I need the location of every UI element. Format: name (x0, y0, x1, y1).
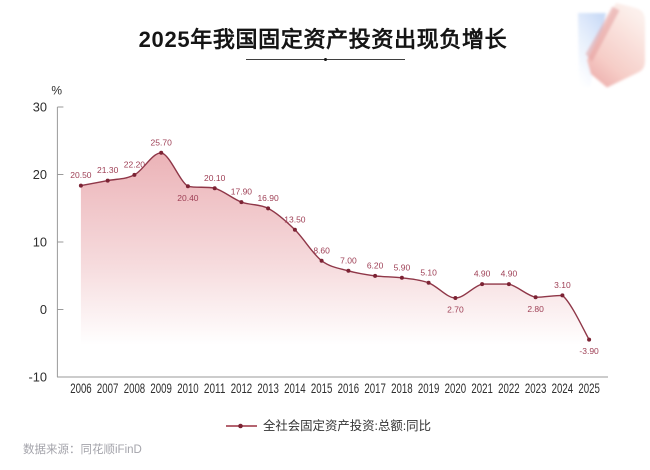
svg-text:13.50: 13.50 (284, 214, 306, 224)
svg-text:2009: 2009 (150, 381, 172, 396)
svg-text:8.60: 8.60 (313, 245, 330, 255)
svg-text:21.30: 21.30 (97, 165, 119, 175)
svg-text:7.00: 7.00 (340, 255, 357, 265)
svg-text:30: 30 (33, 100, 47, 115)
svg-text:2013: 2013 (257, 381, 279, 396)
svg-text:4.90: 4.90 (474, 269, 491, 279)
svg-text:2010: 2010 (177, 381, 199, 396)
svg-text:-10: -10 (29, 370, 48, 385)
svg-text:2024: 2024 (552, 381, 574, 396)
svg-text:5.90: 5.90 (394, 262, 411, 272)
svg-text:25.70: 25.70 (151, 137, 173, 147)
svg-text:2018: 2018 (391, 381, 413, 396)
svg-text:16.90: 16.90 (257, 193, 279, 203)
svg-text:22.20: 22.20 (124, 160, 146, 170)
svg-text:17.90: 17.90 (231, 187, 253, 197)
svg-text:2008: 2008 (124, 381, 146, 396)
svg-text:%: % (51, 84, 62, 98)
svg-text:2014: 2014 (284, 381, 306, 396)
svg-text:20.40: 20.40 (177, 193, 199, 203)
svg-text:20.50: 20.50 (70, 170, 92, 180)
svg-text:2006: 2006 (70, 381, 92, 396)
svg-text:20: 20 (33, 167, 47, 182)
svg-text:2011: 2011 (204, 381, 226, 396)
svg-text:-3.90: -3.90 (579, 346, 599, 356)
svg-text:5.10: 5.10 (420, 267, 437, 277)
svg-text:20.10: 20.10 (204, 173, 226, 183)
svg-text:3.10: 3.10 (554, 280, 571, 290)
svg-text:2020: 2020 (445, 381, 467, 396)
svg-text:10: 10 (33, 235, 47, 250)
svg-text:2012: 2012 (231, 381, 253, 396)
svg-text:2017: 2017 (364, 381, 386, 396)
svg-text:2.80: 2.80 (527, 304, 544, 314)
svg-text:0: 0 (40, 302, 47, 317)
svg-text:2015: 2015 (311, 381, 333, 396)
svg-text:4.90: 4.90 (501, 269, 518, 279)
svg-text:2023: 2023 (525, 381, 547, 396)
svg-text:2016: 2016 (338, 381, 360, 396)
svg-text:2022: 2022 (498, 381, 519, 396)
svg-text:2019: 2019 (418, 381, 440, 396)
svg-text:2.70: 2.70 (447, 305, 464, 315)
svg-text:2021: 2021 (471, 381, 493, 396)
svg-text:2007: 2007 (97, 381, 119, 396)
svg-text:6.20: 6.20 (367, 261, 384, 271)
svg-text:2025: 2025 (578, 381, 600, 396)
